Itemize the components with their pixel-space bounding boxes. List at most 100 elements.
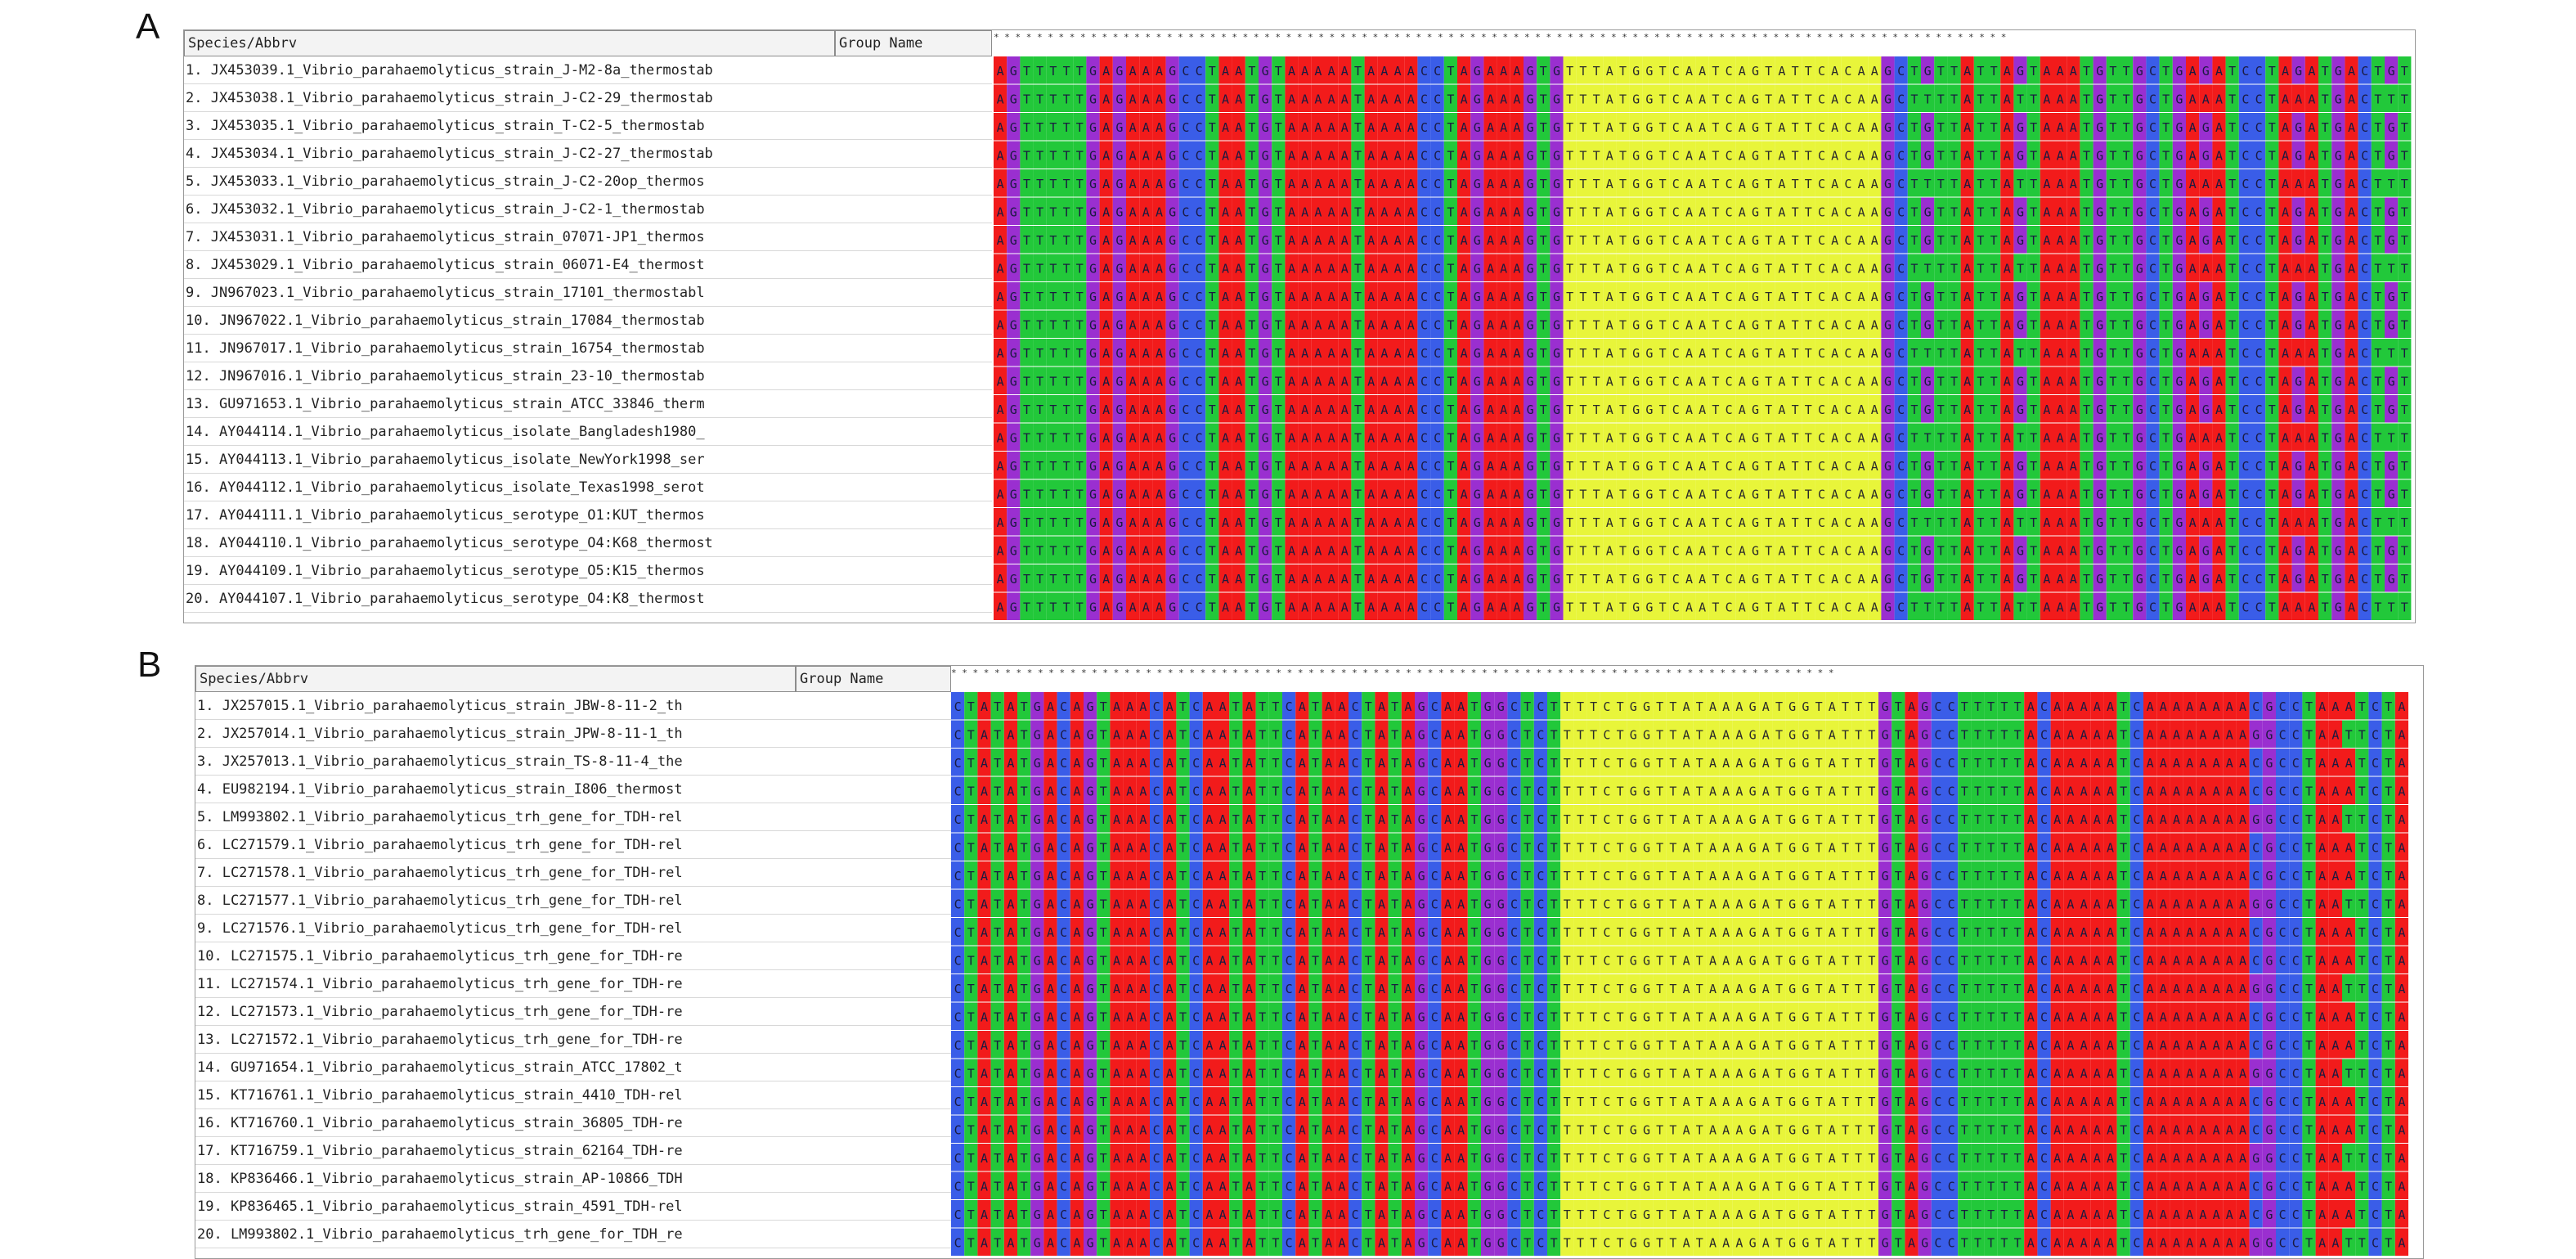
sequence-name-row[interactable]: 5. LM993802.1_Vibrio_parahaemolyticus_tr… [195,803,796,831]
sequence-name-row[interactable]: 7. JX453031.1_Vibrio_parahaemolyticus_st… [184,223,835,251]
nucleotide-letter: C [2242,64,2249,79]
sequence-name-row[interactable]: 4. EU982194.1_Vibrio_parahaemolyticus_st… [195,776,796,803]
sequence-name-row[interactable]: 14. GU971654.1_Vibrio_parahaemolyticus_s… [195,1054,796,1081]
group-name-cell[interactable] [796,1054,951,1081]
nucleotide-letter: A [1288,92,1295,106]
sequence-name-row[interactable]: 18. AY044110.1_Vibrio_parahaemolyticus_s… [184,529,835,557]
group-name-cell[interactable] [835,585,992,613]
sequence-name-row[interactable]: 8. LC271577.1_Vibrio_parahaemolyticus_tr… [195,887,796,915]
group-name-cell[interactable] [835,168,992,196]
sequence-name-row[interactable]: 3. JX257013.1_Vibrio_parahaemolyticus_st… [195,748,796,776]
group-name-cell[interactable] [835,196,992,223]
species-abbrv-header[interactable]: Species/Abbrv [195,666,796,692]
group-name-cell[interactable] [796,1137,951,1165]
sequence-name-row[interactable]: 2. JX453038.1_Vibrio_parahaemolyticus_st… [184,84,835,112]
group-name-cell[interactable] [835,418,992,446]
sequence-name-row[interactable]: 12. JN967016.1_Vibrio_parahaemolyticus_s… [184,362,835,390]
nucleotide-letter: G [1527,148,1534,163]
sequence-name-row[interactable]: 9. JN967023.1_Vibrio_parahaemolyticus_st… [184,279,835,307]
sequence-name-row[interactable]: 8. JX453029.1_Vibrio_parahaemolyticus_st… [184,251,835,279]
sequence-name-row[interactable]: 16. KT716760.1_Vibrio_parahaemolyticus_s… [195,1109,796,1137]
group-name-cell[interactable] [796,998,951,1026]
group-name-cell[interactable] [796,803,951,831]
group-name-cell[interactable] [835,223,992,251]
group-name-cell[interactable] [796,1221,951,1248]
sequence-name-row[interactable]: 17. AY044111.1_Vibrio_parahaemolyticus_s… [184,501,835,529]
group-name-cell[interactable] [796,1193,951,1221]
sequence-name-row[interactable]: 11. JN967017.1_Vibrio_parahaemolyticus_s… [184,335,835,362]
group-name-cell[interactable] [835,56,992,84]
nucleotide-letter: T [1447,205,1454,219]
sequence-name-row[interactable]: 6. JX453032.1_Vibrio_parahaemolyticus_st… [184,196,835,223]
sequence-name-row[interactable]: 20. AY044107.1_Vibrio_parahaemolyticus_s… [184,585,835,613]
group-name-cell[interactable] [796,915,951,942]
group-name-cell[interactable] [796,720,951,748]
sequence-name-row[interactable]: 3. JX453035.1_Vibrio_parahaemolyticus_st… [184,112,835,140]
group-name-cell[interactable] [835,279,992,307]
group-name-cell[interactable] [835,501,992,529]
group-name-cell[interactable] [835,140,992,168]
sequence-name-row[interactable]: 2. JX257014.1_Vibrio_parahaemolyticus_st… [195,720,796,748]
group-name-cell[interactable] [835,307,992,335]
sequence-name-row[interactable]: 1. JX257015.1_Vibrio_parahaemolyticus_st… [195,692,796,720]
group-name-cell[interactable] [796,1109,951,1137]
group-name-cell[interactable] [796,887,951,915]
sequence-name-row[interactable]: 16. AY044112.1_Vibrio_parahaemolyticus_i… [184,474,835,501]
group-name-cell[interactable] [835,335,992,362]
sequence-name-row[interactable]: 10. LC271575.1_Vibrio_parahaemolyticus_t… [195,942,796,970]
group-name-cell[interactable] [835,474,992,501]
group-name-cell[interactable] [835,251,992,279]
nucleotide-letter: C [1434,148,1441,163]
species-abbrv-header[interactable]: Species/Abbrv [184,30,835,56]
group-name-cell[interactable] [796,970,951,998]
sequence-name-row[interactable]: 13. GU971653.1_Vibrio_parahaemolyticus_s… [184,390,835,418]
group-name-cell[interactable] [796,942,951,970]
sequence-name-row[interactable]: 18. KP836466.1_Vibrio_parahaemolyticus_s… [195,1165,796,1193]
sequence-name-row[interactable]: 9. LC271576.1_Vibrio_parahaemolyticus_tr… [195,915,796,942]
sequence-name-row[interactable]: 19. AY044109.1_Vibrio_parahaemolyticus_s… [184,557,835,585]
group-name-cell[interactable] [796,748,951,776]
group-name-cell[interactable] [835,84,992,112]
group-name-header[interactable]: Group Name [835,30,992,56]
sequence-name-row[interactable]: 20. LM993802.1_Vibrio_parahaemolyticus_t… [195,1221,796,1248]
group-name-cell[interactable] [796,776,951,803]
nucleotide-cell [2067,84,2080,112]
nucleotide-letter: T [1248,205,1255,219]
sequence-name-row[interactable]: 17. KT716759.1_Vibrio_parahaemolyticus_s… [195,1137,796,1165]
sequence-name-row[interactable]: 1. JX453039.1_Vibrio_parahaemolyticus_st… [184,56,835,84]
group-name-cell[interactable] [835,362,992,390]
sequence-name-row[interactable]: 13. LC271572.1_Vibrio_parahaemolyticus_t… [195,1026,796,1054]
sequence-name-row[interactable]: 4. JX453034.1_Vibrio_parahaemolyticus_st… [184,140,835,168]
group-name-cell[interactable] [835,390,992,418]
nucleotide-letter: A [1142,317,1150,332]
sequence-name-row[interactable]: 11. LC271574.1_Vibrio_parahaemolyticus_t… [195,970,796,998]
group-name-cell[interactable] [796,1165,951,1193]
sequence-name-row[interactable]: 7. LC271578.1_Vibrio_parahaemolyticus_tr… [195,859,796,887]
group-name-cell[interactable] [796,859,951,887]
sequence-name-row[interactable]: 10. JN967022.1_Vibrio_parahaemolyticus_s… [184,307,835,335]
group-name-cell[interactable] [835,446,992,474]
group-name-cell[interactable] [796,692,951,720]
group-name-cell[interactable] [835,529,992,557]
group-name-cell[interactable] [835,112,992,140]
nucleotide-letter: A [1461,148,1468,163]
sequence-name-row[interactable]: 14. AY044114.1_Vibrio_parahaemolyticus_i… [184,418,835,446]
sequence-name-row[interactable]: 6. LC271579.1_Vibrio_parahaemolyticus_tr… [195,831,796,859]
sequence-name-row[interactable]: 5. JX453033.1_Vibrio_parahaemolyticus_st… [184,168,835,196]
group-name-cell[interactable] [796,831,951,859]
nucleotide-letter: A [1142,346,1150,361]
nucleotide-cell [1033,84,1047,112]
group-name-cell[interactable] [835,557,992,585]
sequence-name-row[interactable]: 19. KP836465.1_Vibrio_parahaemolyticus_s… [195,1193,796,1221]
sequence-name-row[interactable]: 15. KT716761.1_Vibrio_parahaemolyticus_s… [195,1081,796,1109]
group-name-header[interactable]: Group Name [796,666,951,692]
nucleotide-letter: A [1235,459,1242,474]
nucleotide-letter: C [1818,346,1825,361]
sequence-name-row[interactable]: 12. LC271573.1_Vibrio_parahaemolyticus_t… [195,998,796,1026]
group-name-cell[interactable] [796,1081,951,1109]
group-name-cell[interactable] [796,1026,951,1054]
sequence-name-row[interactable]: 15. AY044113.1_Vibrio_parahaemolyticus_i… [184,446,835,474]
nucleotide-letter: T [1712,177,1719,191]
